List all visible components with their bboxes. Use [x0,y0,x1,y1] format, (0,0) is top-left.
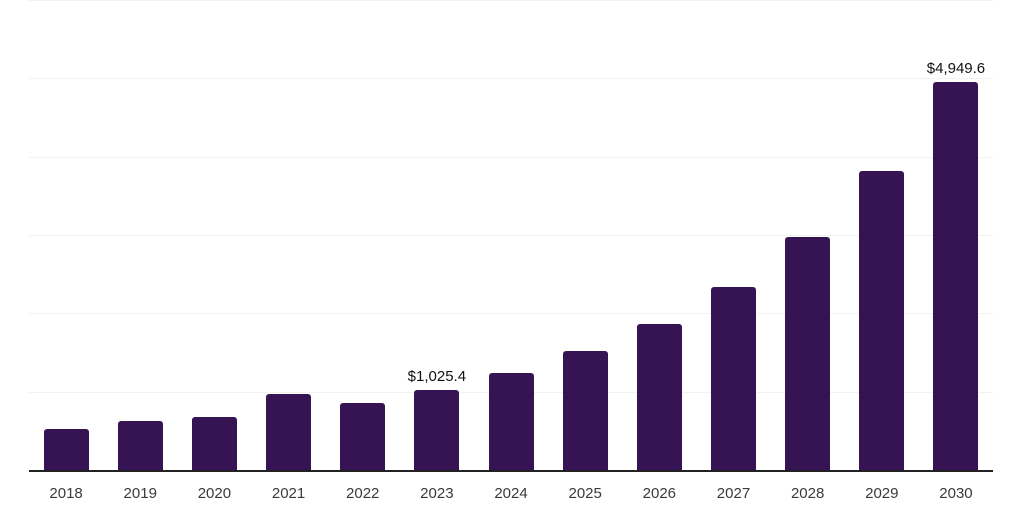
x-tick-label-2022: 2022 [346,485,380,502]
bar-2018 [43,428,89,470]
bar-group-2030: $4,949.6 [919,0,993,470]
bar-2030 [933,82,979,470]
bar-2021 [266,394,312,470]
bar-2029 [859,170,905,470]
bar-2022 [340,403,386,470]
bar-2024 [488,373,534,470]
gridline [29,156,993,158]
bar-value-label-2030: $4,949.6 [926,60,986,78]
plot-area: $1,025.4 $4,949.6 [29,0,993,472]
x-tick-label-2029: 2029 [865,485,899,502]
x-tick-label-2024: 2024 [494,485,528,502]
bars-container: $1,025.4 $4,949.6 [29,0,993,470]
bar-group-2018 [29,0,103,470]
gridline [29,0,993,1]
x-tick-label-2021: 2021 [271,485,306,502]
x-tick-label-2028: 2028 [790,485,825,502]
gridline [29,235,993,236]
bar-group-2023: $1,025.4 [400,0,474,470]
bar-group-2026 [622,0,696,470]
bar-group-2022 [326,0,400,470]
x-tick-label-2026: 2026 [642,485,677,502]
bar-value-label-2023: $1,025.4 [407,367,467,385]
bar-group-2028 [771,0,845,470]
x-axis-labels: 2018 2019 2020 2021 2022 2023 2024 2025 2026 2027… [29,482,993,506]
gridline [29,313,993,315]
x-tick-label-2023: 2023 [420,485,454,502]
bar-2026 [636,324,682,470]
bar-group-2029 [845,0,919,470]
bar-2025 [562,350,608,470]
bar-group-2019 [103,0,177,470]
bar-2027 [710,286,756,470]
bar-group-2021 [251,0,325,470]
bar-group-2027 [696,0,770,470]
x-tick-label-2019: 2019 [123,485,157,502]
x-tick-label-2025: 2025 [568,485,602,502]
x-axis-line [29,470,993,472]
gridline [29,78,993,80]
x-tick-label-2018: 2018 [49,485,83,502]
x-tick-label-2027: 2027 [716,485,751,502]
bar-2019 [117,421,163,470]
bar-group-2024 [474,0,548,470]
x-tick-label-2020: 2020 [197,485,232,502]
bar-group-2025 [548,0,622,470]
bar-2020 [191,417,237,470]
x-tick-label-2030: 2030 [939,485,973,502]
bar-2023 [414,389,460,470]
bar-2028 [785,237,831,470]
bar-group-2020 [177,0,251,470]
